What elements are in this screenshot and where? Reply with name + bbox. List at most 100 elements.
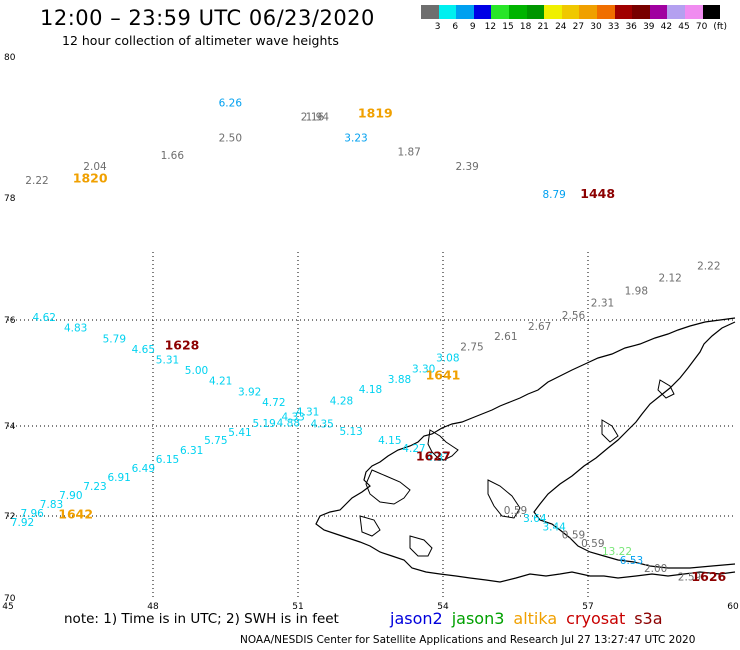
legend-label: 24 <box>555 22 567 32</box>
legend-swatch <box>667 5 685 19</box>
legend-swatch <box>526 5 545 19</box>
lon-tick-label: 54 <box>437 602 449 612</box>
satellite-jason3: jason3 <box>451 609 505 628</box>
swh-value: 2.16 <box>301 111 325 123</box>
swh-value: 2.31 <box>591 298 614 310</box>
footnote: note: 1) Time is in UTC; 2) SWH is in fe… <box>64 611 339 627</box>
satellite-legend: jason2 jason3 altika cryosat s3a <box>390 609 672 628</box>
legend-label: 18 <box>519 22 532 32</box>
satellite-altika: altika <box>513 609 558 628</box>
swh-value: 5.75 <box>204 435 227 447</box>
satellite-cryosat: cryosat <box>566 609 626 628</box>
legend-swatch <box>473 5 492 19</box>
legend-label: 33 <box>607 22 620 32</box>
swh-value: 5.00 <box>185 365 208 377</box>
pass-time-label: 1626 <box>691 569 726 584</box>
swh-value: 3.23 <box>344 133 367 145</box>
swh-value: 4.15 <box>378 435 401 447</box>
legend-swatch <box>421 5 439 19</box>
swh-value: 4.28 <box>330 395 353 407</box>
pass-time-label: 1627 <box>416 449 451 464</box>
swh-value: 4.83 <box>64 323 87 335</box>
swh-value: 0.59 <box>562 530 585 542</box>
swh-value: 7.92 <box>11 517 34 529</box>
swh-value: 2.75 <box>460 342 483 354</box>
legend-swatch <box>702 5 721 19</box>
swh-value: 3.30 <box>412 363 435 375</box>
pass-time-label: 1820 <box>73 170 108 185</box>
swh-value: 2.39 <box>455 161 478 173</box>
legend-swatch <box>684 5 703 19</box>
legend-label: 39 <box>643 22 655 32</box>
swh-value: 2.22 <box>25 175 48 187</box>
swh-value: 4.33 <box>281 412 304 424</box>
legend-label: 45 <box>678 22 690 32</box>
swh-value: 2.56 <box>562 310 586 322</box>
swh-value: 2.50 <box>219 133 242 145</box>
legend-swatch <box>649 5 668 19</box>
swh-value: 4.31 <box>296 406 319 418</box>
swh-value: 3.08 <box>436 352 459 364</box>
swh-value: 6.15 <box>156 454 179 466</box>
lon-tick-label: 57 <box>582 602 593 612</box>
lon-tick-label: 48 <box>147 602 159 612</box>
lat-tick-label: 70 <box>4 594 16 604</box>
swh-value: 4.62 <box>33 312 56 324</box>
swh-value: 5.19 <box>252 418 275 430</box>
swh-value: 4.27 <box>402 443 425 455</box>
swh-value: 7.96 <box>20 508 44 520</box>
pass-time-labels: 1819 1820 1448 1628 1641 1627 1642 1626 <box>58 106 726 584</box>
credit-line: NOAA/NESDIS Center for Satellite Applica… <box>240 634 696 646</box>
pass-time-label: 1641 <box>426 367 461 382</box>
legend-swatch <box>632 5 650 19</box>
legend-swatch <box>561 5 580 19</box>
pass-time-label: 1642 <box>58 506 93 521</box>
swh-value: 4.88 <box>277 417 300 429</box>
legend-swatch <box>544 5 562 19</box>
swh-value: 4.18 <box>359 384 382 396</box>
color-legend <box>421 5 721 19</box>
swh-value: 3.92 <box>238 386 261 398</box>
swh-value: 5.79 <box>103 333 126 345</box>
swh-value: 2.61 <box>494 331 517 343</box>
swh-value: 2.12 <box>658 273 681 285</box>
lat-tick-label: 78 <box>4 194 16 204</box>
lon-tick-label: 60 <box>727 602 739 612</box>
satellite-jason2: jason2 <box>390 609 443 628</box>
swh-value: 4.21 <box>209 376 232 388</box>
swh-value: 6.91 <box>107 472 130 484</box>
swh-value: 7.90 <box>59 490 82 502</box>
swh-value: 1.98 <box>625 285 648 297</box>
novaya-zemlya-coastline <box>315 317 736 583</box>
swh-value: 1.87 <box>397 147 420 159</box>
swh-value: 5.31 <box>156 354 179 366</box>
legend-swatch <box>438 5 457 19</box>
swh-value: 4.37 <box>426 452 449 464</box>
legend-swatch <box>596 5 615 19</box>
swh-value: 2.22 <box>697 260 720 272</box>
lat-tick-label: 74 <box>4 422 16 432</box>
swh-value: 6.49 <box>132 463 155 475</box>
swh-value: 1.66 <box>161 150 185 162</box>
legend-label: 6 <box>452 22 459 32</box>
swh-value: 8.79 <box>542 189 565 201</box>
legend-swatch <box>508 5 527 19</box>
lon-tick-label: 45 <box>2 602 13 612</box>
swh-value: 6.31 <box>180 445 203 457</box>
legend-label: 3 <box>434 22 441 32</box>
swh-value: 1.94 <box>306 111 330 123</box>
legend-label: (ft) <box>713 22 727 32</box>
legend-swatch <box>456 5 474 19</box>
lat-tick-label: 80 <box>4 53 16 63</box>
lat-tick-label: 72 <box>4 512 15 522</box>
swh-value: 2.04 <box>83 161 107 173</box>
legend-swatch <box>579 5 597 19</box>
legend-label: 36 <box>625 22 637 32</box>
legend-label: 42 <box>660 22 673 32</box>
legend-label: 21 <box>537 22 549 32</box>
page-subtitle: 12 hour collection of altimeter wave hei… <box>62 33 339 48</box>
swh-value: 3.44 <box>542 521 566 533</box>
wave-height-values: 6.26 2.16 2.50 1.94 3.23 1.87 2.39 1.66 2.04 2.22… <box>11 97 721 583</box>
swh-value: 6.26 <box>219 97 243 109</box>
